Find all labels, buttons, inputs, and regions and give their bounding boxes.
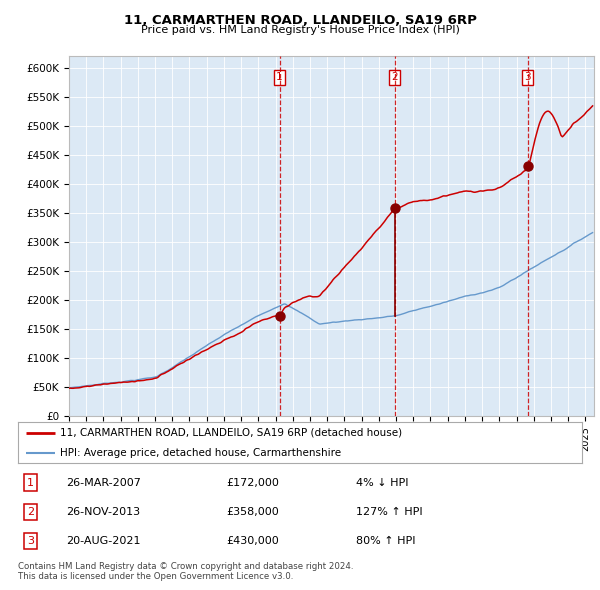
Text: 2: 2 xyxy=(391,72,398,82)
Text: 3: 3 xyxy=(27,536,34,546)
Text: 11, CARMARTHEN ROAD, LLANDEILO, SA19 6RP: 11, CARMARTHEN ROAD, LLANDEILO, SA19 6RP xyxy=(124,14,476,27)
Text: 127% ↑ HPI: 127% ↑ HPI xyxy=(356,507,423,517)
Text: 1: 1 xyxy=(27,477,34,487)
Text: 20-AUG-2021: 20-AUG-2021 xyxy=(66,536,140,546)
Text: 3: 3 xyxy=(524,72,531,82)
Text: Contains HM Land Registry data © Crown copyright and database right 2024.
This d: Contains HM Land Registry data © Crown c… xyxy=(18,562,353,581)
Text: 26-NOV-2013: 26-NOV-2013 xyxy=(66,507,140,517)
Text: HPI: Average price, detached house, Carmarthenshire: HPI: Average price, detached house, Carm… xyxy=(60,448,341,458)
Text: £430,000: £430,000 xyxy=(227,536,280,546)
Text: 4% ↓ HPI: 4% ↓ HPI xyxy=(356,477,409,487)
Text: 26-MAR-2007: 26-MAR-2007 xyxy=(66,477,141,487)
Text: Price paid vs. HM Land Registry's House Price Index (HPI): Price paid vs. HM Land Registry's House … xyxy=(140,25,460,35)
Text: 11, CARMARTHEN ROAD, LLANDEILO, SA19 6RP (detached house): 11, CARMARTHEN ROAD, LLANDEILO, SA19 6RP… xyxy=(60,428,403,438)
Text: 80% ↑ HPI: 80% ↑ HPI xyxy=(356,536,416,546)
Text: £358,000: £358,000 xyxy=(227,507,280,517)
Text: 2: 2 xyxy=(27,507,34,517)
Text: £172,000: £172,000 xyxy=(227,477,280,487)
Text: 1: 1 xyxy=(276,72,283,82)
